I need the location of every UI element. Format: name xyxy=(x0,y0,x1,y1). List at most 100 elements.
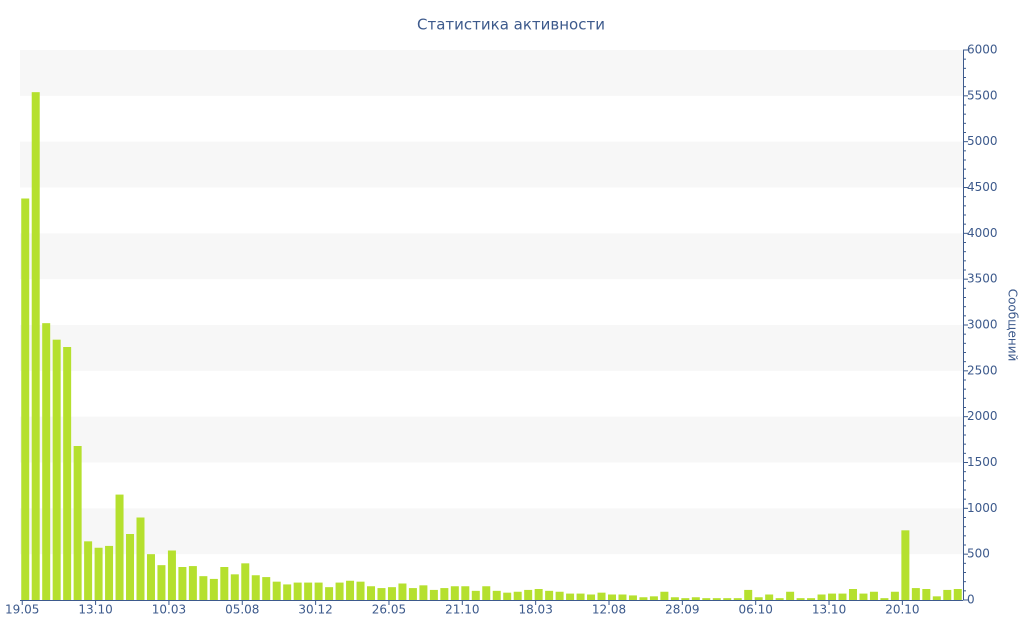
bar xyxy=(84,541,93,600)
bar xyxy=(387,587,396,600)
x-tick-label: 26.05 xyxy=(372,603,406,617)
bar xyxy=(628,595,637,600)
y-tick-label: 0 xyxy=(967,593,975,607)
bar xyxy=(73,446,82,600)
bar xyxy=(126,534,135,600)
bar xyxy=(587,594,596,600)
x-tick-label: 21.10 xyxy=(445,603,479,617)
bar xyxy=(503,592,512,600)
bar xyxy=(94,547,103,600)
bar xyxy=(63,347,72,600)
bar xyxy=(304,582,313,600)
bar xyxy=(178,567,187,600)
bar xyxy=(953,589,962,600)
y-tick-label: 500 xyxy=(967,547,990,561)
bar xyxy=(115,494,124,600)
bar xyxy=(146,554,155,600)
bar xyxy=(828,593,837,600)
grid-band xyxy=(20,508,963,555)
grid-band xyxy=(20,325,963,371)
bar xyxy=(367,586,376,600)
bar xyxy=(419,585,428,600)
bar xyxy=(440,588,449,600)
bar xyxy=(272,581,281,600)
bar xyxy=(545,590,554,600)
y-tick-label: 2500 xyxy=(967,363,998,377)
x-tick-label: 05.08 xyxy=(225,603,259,617)
bar xyxy=(576,593,585,600)
bar xyxy=(157,565,166,600)
bar xyxy=(251,575,260,600)
y-tick-label: 6000 xyxy=(967,43,998,57)
y-tick-label: 5000 xyxy=(967,134,998,148)
bar xyxy=(597,592,606,600)
x-tick-label: 30.12 xyxy=(298,603,332,617)
bar xyxy=(262,577,271,600)
y-tick-label: 5500 xyxy=(967,88,998,102)
bar xyxy=(346,580,355,600)
y-tick-label: 4500 xyxy=(967,180,998,194)
bands xyxy=(20,50,963,555)
y-axis-label: Сообщений xyxy=(1006,289,1020,362)
bar xyxy=(838,593,847,600)
bar xyxy=(859,593,868,600)
y-tick-label: 3000 xyxy=(967,318,998,332)
bar xyxy=(922,589,931,600)
bar xyxy=(848,589,857,600)
grid-band xyxy=(20,233,963,280)
bar xyxy=(796,598,805,600)
bar xyxy=(408,588,417,600)
x-tick-label: 18.03 xyxy=(518,603,552,617)
bar xyxy=(618,594,627,600)
bar xyxy=(220,567,229,600)
bar xyxy=(754,597,763,600)
bar xyxy=(42,323,51,600)
bar xyxy=(52,339,61,600)
x-tick-label: 13.10 xyxy=(812,603,846,617)
bar xyxy=(670,597,679,600)
bar xyxy=(712,598,721,600)
bar xyxy=(607,594,616,600)
bar xyxy=(691,597,700,600)
bar xyxy=(356,581,365,600)
bar xyxy=(660,591,669,600)
bar xyxy=(105,545,114,600)
bar xyxy=(241,563,250,600)
bar xyxy=(555,591,564,600)
bar xyxy=(471,590,480,600)
y-tick-label: 1000 xyxy=(967,501,998,515)
bar xyxy=(744,589,753,600)
bar xyxy=(21,198,30,600)
bar xyxy=(786,591,795,600)
bar xyxy=(450,586,459,600)
x-tick-label: 12.08 xyxy=(592,603,626,617)
y-tick-label: 1500 xyxy=(967,455,998,469)
bar xyxy=(681,598,690,600)
bar xyxy=(733,598,742,600)
bar xyxy=(461,586,470,600)
bar xyxy=(566,593,575,600)
bar xyxy=(901,530,910,600)
bar xyxy=(702,598,711,600)
bar xyxy=(209,578,218,600)
bar xyxy=(398,583,407,600)
bar xyxy=(283,584,292,600)
bar xyxy=(943,589,952,600)
y-tick-label: 3500 xyxy=(967,272,998,286)
x-tick-label: 20.10 xyxy=(885,603,919,617)
y-tick-label: 2000 xyxy=(967,409,998,423)
bar xyxy=(325,587,334,600)
bar xyxy=(775,598,784,600)
bar xyxy=(723,598,732,600)
bar xyxy=(314,582,323,600)
x-tick-label: 06.10 xyxy=(739,603,773,617)
bar xyxy=(932,596,941,600)
bar xyxy=(869,591,878,600)
y-tick-label: 4000 xyxy=(967,226,998,240)
bar xyxy=(765,594,774,600)
bar xyxy=(188,566,197,600)
bar xyxy=(293,582,302,600)
bar xyxy=(807,598,816,600)
bar xyxy=(199,576,208,600)
